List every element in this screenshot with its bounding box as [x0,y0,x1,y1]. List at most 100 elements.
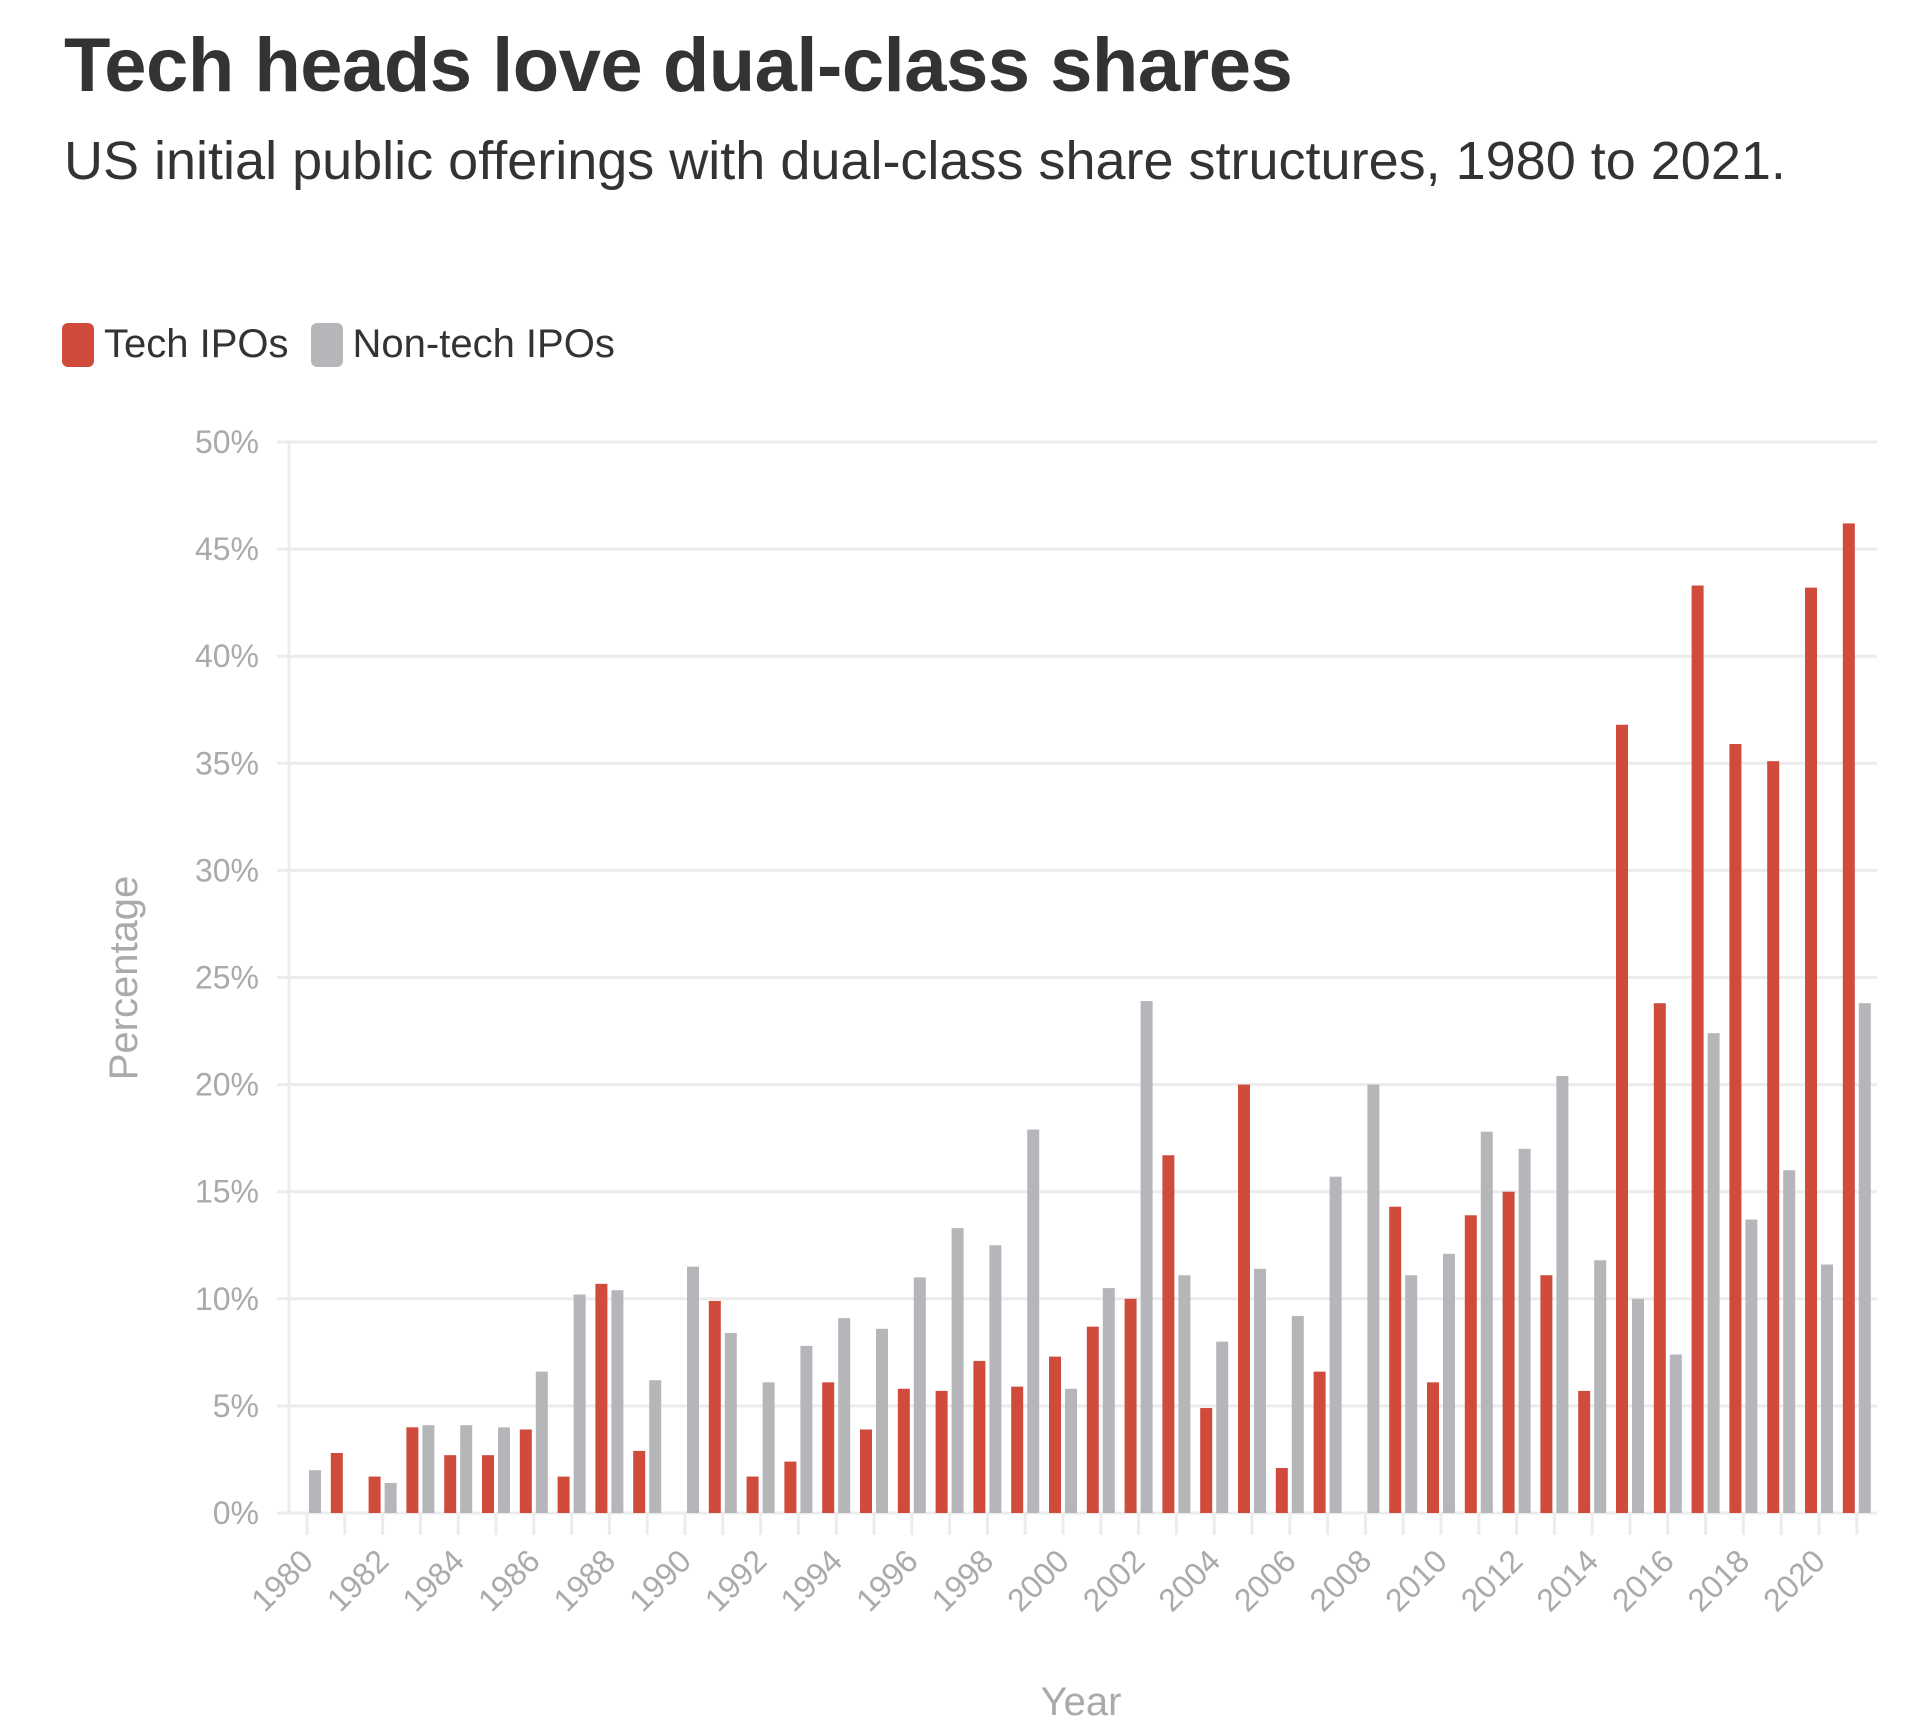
bar-tech-2013 [1540,1275,1553,1513]
bar-nontech-1993 [800,1345,813,1513]
x-tick-label: 1994 [773,1542,849,1618]
bar-tech-2019 [1767,761,1780,1513]
x-tick-label: 1984 [395,1542,471,1618]
y-axis-label: Percentage [102,876,146,1081]
x-tick-label: 1992 [698,1542,774,1618]
bar-nontech-2010 [1443,1253,1455,1513]
bar-nontech-1988 [611,1290,624,1513]
bar-nontech-2005 [1254,1268,1266,1513]
bar-tech-1997 [935,1390,948,1513]
bar-tech-1987 [557,1476,570,1513]
bar-nontech-2002 [1140,1001,1153,1513]
x-tick-label: 1988 [547,1542,623,1618]
y-tick-label: 20% [195,1067,259,1103]
bar-tech-1982 [368,1476,381,1513]
bar-nontech-1980 [309,1470,321,1513]
y-tick-label: 15% [195,1174,259,1210]
x-tick-label: 2008 [1303,1542,1379,1618]
bar-nontech-1987 [573,1294,586,1513]
bar-tech-2017 [1691,585,1704,1513]
bar-nontech-2008 [1367,1084,1380,1513]
legend-swatch-tech [62,322,94,367]
bar-nontech-1991 [724,1333,737,1513]
bar-tech-1998 [973,1360,986,1513]
bar-tech-2015 [1616,724,1628,1513]
x-tick-label: 1980 [244,1542,320,1618]
x-tick-label: 1990 [622,1542,698,1618]
bar-tech-2001 [1086,1326,1099,1513]
bar-tech-1988 [595,1283,608,1513]
bar-nontech-2000 [1065,1388,1077,1513]
bar-tech-2021 [1842,523,1855,1513]
bar-tech-1989 [633,1450,646,1513]
x-tick-label: 2002 [1076,1542,1152,1618]
bar-tech-2004 [1200,1408,1213,1513]
legend-label-nontech: Non-tech IPOs [352,322,615,366]
bar-nontech-2012 [1518,1148,1531,1513]
y-tick-label: 10% [195,1281,259,1317]
bar-tech-2016 [1653,1003,1666,1513]
bar-nontech-2003 [1178,1275,1191,1513]
bar-tech-2003 [1162,1155,1175,1513]
x-tick-label: 1998 [925,1542,1001,1618]
bar-tech-2014 [1578,1390,1591,1513]
bar-tech-2011 [1464,1215,1477,1513]
bar-nontech-2015 [1632,1298,1644,1513]
y-tick-label: 0% [213,1495,259,1531]
bar-tech-1994 [822,1382,835,1513]
x-tick-label: 2018 [1681,1542,1757,1618]
bar-nontech-1992 [762,1382,775,1513]
bar-tech-1995 [860,1429,872,1513]
bar-nontech-1983 [422,1425,435,1513]
bar-tech-2020 [1805,587,1817,1513]
legend-item-tech: Tech IPOs [62,322,289,367]
bar-tech-1981 [330,1453,343,1513]
bar-nontech-2018 [1745,1219,1758,1513]
chart-title: Tech heads love dual-class shares [64,23,1293,108]
bar-nontech-2021 [1858,1003,1871,1513]
bar-tech-2006 [1275,1468,1288,1513]
bar-nontech-1996 [913,1277,926,1513]
bar-tech-1999 [1011,1386,1024,1513]
bar-nontech-1985 [498,1427,510,1513]
bar-nontech-2016 [1669,1354,1682,1513]
bar-tech-1996 [897,1388,910,1513]
x-tick-label: 2012 [1454,1542,1530,1618]
x-tick-label: 2016 [1605,1542,1681,1618]
y-tick-label: 30% [195,852,259,888]
bar-tech-2018 [1729,744,1742,1513]
bar-tech-2010 [1427,1382,1439,1513]
bar-tech-2000 [1049,1356,1061,1513]
x-tick-label: 2004 [1151,1542,1227,1618]
bar-tech-1992 [746,1476,759,1513]
bar-nontech-1995 [876,1328,888,1513]
chart-subtitle: US initial public offerings with dual-cl… [64,131,1786,191]
x-tick-label: 1986 [471,1542,547,1618]
bar-nontech-1997 [951,1228,964,1513]
bar-nontech-2011 [1480,1131,1493,1513]
y-tick-label: 35% [195,745,259,781]
y-tick-label: 50% [195,424,259,460]
bar-nontech-2017 [1707,1033,1720,1513]
bar-nontech-1989 [649,1380,662,1513]
y-tick-label: 40% [195,638,259,674]
bar-nontech-2013 [1556,1076,1569,1513]
x-tick-label: 2006 [1227,1542,1303,1618]
bar-tech-1993 [784,1461,797,1513]
bar-nontech-2001 [1102,1288,1115,1513]
bar-tech-2002 [1124,1298,1137,1513]
bar-nontech-2020 [1821,1264,1833,1513]
legend-label-tech: Tech IPOs [104,322,289,366]
y-tick-label: 5% [213,1388,259,1424]
bar-nontech-2006 [1291,1315,1304,1513]
y-tick-label: 25% [195,960,259,996]
bar-tech-2007 [1313,1371,1326,1513]
bar-tech-1983 [406,1427,419,1513]
bar-tech-1986 [519,1429,532,1513]
bar-nontech-1986 [535,1371,548,1513]
bar-tech-2005 [1238,1084,1250,1513]
x-tick-label: 1982 [320,1542,396,1618]
bar-nontech-2019 [1783,1170,1796,1513]
bar-tech-1984 [444,1455,457,1513]
